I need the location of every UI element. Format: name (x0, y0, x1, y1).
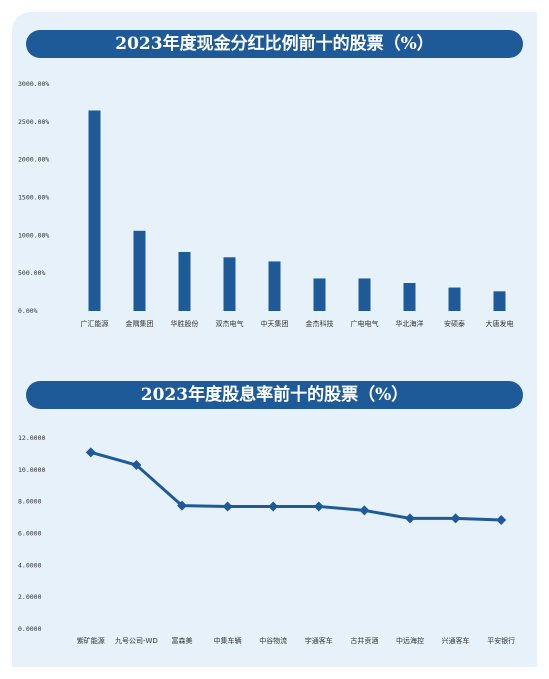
line-x-tick-label: 中集车辆 (214, 636, 242, 645)
bar-y-tick-label: 1000.00% (18, 231, 49, 239)
data-point-marker (359, 505, 370, 516)
data-point-marker (496, 514, 507, 525)
bar (493, 291, 506, 311)
bar-x-tick-label: 华胜股份 (171, 319, 199, 328)
data-point-marker (131, 460, 142, 471)
bar-x-tick-label: 金杰科技 (306, 319, 334, 328)
bar-x-tick-label: 中天集团 (261, 319, 289, 328)
data-point-marker (405, 513, 415, 524)
data-point-marker (85, 447, 96, 458)
line-y-tick-label: 2.0000 (18, 593, 42, 601)
line-x-tick-label: 宇通客车 (305, 636, 333, 645)
line-x-tick-label: 兴通客车 (442, 636, 470, 645)
data-point-marker (450, 513, 461, 524)
bar-x-tick-label: 广电电气 (351, 319, 379, 328)
bar-y-tick-label: 500.00% (18, 269, 45, 277)
line-x-tick-label: 中谷物流 (259, 636, 287, 645)
line-y-tick-label: 4.0000 (18, 561, 42, 569)
chart-panel: 2023年度现金分红比例前十的股票（%） 0.00% 500.00% 1000.00… (12, 12, 537, 667)
line-x-tick-label: 富森美 (172, 636, 193, 645)
bar-x-tick-label: 大唐发电 (486, 319, 514, 328)
bar (313, 278, 326, 311)
bar (358, 278, 371, 311)
line-chart-title: 2023年度股息率前十的股票（%） (140, 385, 409, 405)
line-x-tick-label: 紫矿能源 (77, 636, 105, 645)
bar (223, 257, 236, 311)
bar-y-tick-label: 1500.00% (18, 194, 49, 202)
line-y-tick-label: 8.0000 (18, 498, 42, 506)
data-point-marker (268, 501, 279, 512)
bar-x-tick-label: 双杰电气 (216, 319, 244, 328)
bar-chart-title: 2023年度现金分红比例前十的股票（%） (115, 34, 434, 54)
bar (403, 283, 416, 311)
bar-y-tick-label: 3000.00% (18, 80, 49, 88)
bar-x-tick-label: 广汇能源 (81, 319, 109, 328)
line-y-tick-label: 0.0000 (18, 625, 42, 633)
bar-y-tick-label: 2000.00% (18, 156, 49, 164)
bar (448, 287, 461, 311)
bar (268, 261, 281, 311)
bar-chart: 0.00% 500.00% 1000.00% 1500.00% 2000.00% 2500… (18, 80, 514, 328)
bar (133, 230, 146, 311)
bar-y-tick-label: 2500.00% (18, 118, 49, 126)
line-x-tick-label: 平安银行 (487, 636, 515, 645)
line-x-tick-label: 中远海控 (396, 636, 424, 645)
line-y-tick-label: 10.0000 (18, 466, 45, 474)
line-x-tick-label: 九号公司-WD (115, 636, 158, 645)
data-point-marker (313, 501, 324, 512)
line-x-tick-label: 古井贡酒 (350, 636, 378, 645)
bar-chart-title-bar: 2023年度现金分红比例前十的股票（%） (26, 30, 523, 58)
bar-y-tick-label: 0.00% (18, 307, 38, 315)
line-y-tick-label: 12.0000 (18, 434, 45, 442)
bar (178, 251, 191, 311)
bar-x-tick-label: 金隅集团 (126, 319, 154, 328)
series-line (90, 450, 502, 522)
data-point-marker (222, 501, 233, 512)
bar (88, 110, 101, 311)
line-chart: 0.0000 2.0000 4.0000 6.0000 8.0000 10.0000 12.… (18, 434, 515, 645)
line-chart-title-bar: 2023年度股息率前十的股票（%） (26, 381, 523, 409)
bar-x-tick-label: 华北海洋 (396, 319, 424, 328)
line-y-tick-label: 6.0000 (18, 530, 42, 538)
data-point-marker (177, 500, 187, 511)
bar-x-tick-label: 安硕泰 (444, 319, 465, 328)
